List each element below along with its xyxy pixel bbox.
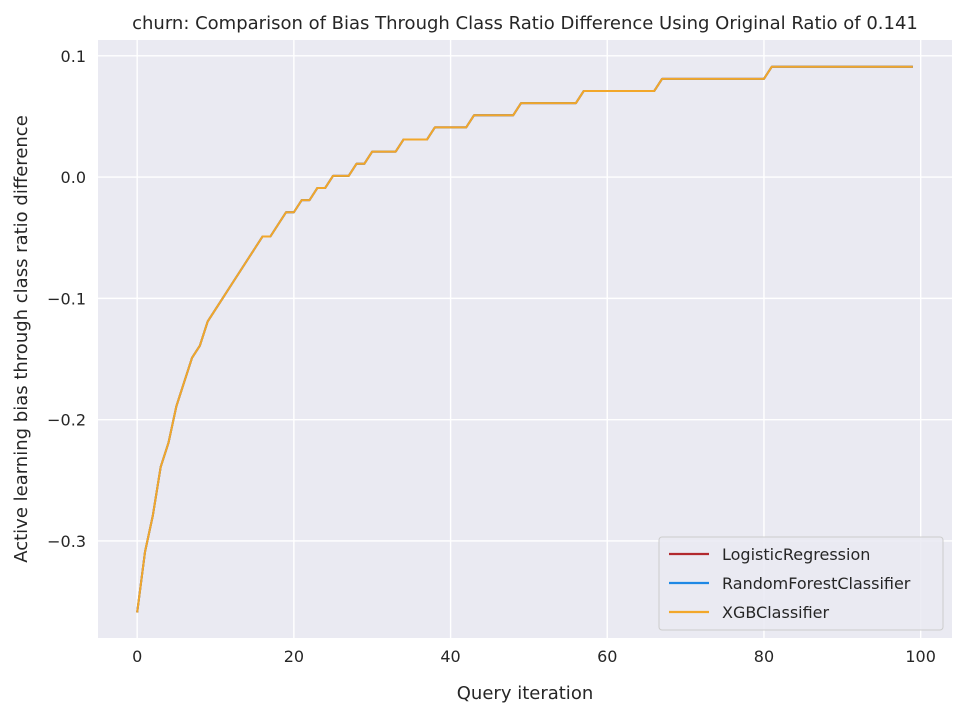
grid xyxy=(98,40,952,638)
y-tick-label: −0.3 xyxy=(47,532,86,551)
legend-label-logisticregression: LogisticRegression xyxy=(722,545,870,564)
y-axis-ticks: −0.3 −0.2 −0.1 0.0 0.1 xyxy=(47,47,86,551)
x-tick-label: 80 xyxy=(754,647,774,666)
legend-label-xgbclassifier: XGBClassifier xyxy=(722,603,830,622)
y-tick-label: 0.0 xyxy=(61,168,86,187)
x-tick-label: 40 xyxy=(440,647,460,666)
legend-items: LogisticRegression RandomForestClassifier… xyxy=(669,545,911,622)
x-axis-ticks: 0 20 40 60 80 100 xyxy=(132,647,936,666)
x-tick-label: 100 xyxy=(905,647,936,666)
legend: LogisticRegression RandomForestClassifier… xyxy=(658,536,944,631)
x-axis-label: Query iteration xyxy=(457,683,593,704)
chart-title: churn: Comparison of Bias Through Class … xyxy=(132,13,918,34)
legend-label-randomforestclassifier: RandomForestClassifier xyxy=(722,574,911,593)
y-tick-label: −0.1 xyxy=(47,289,86,308)
legend-frame xyxy=(658,536,944,631)
series-lines xyxy=(136,65,913,613)
y-axis-label: Active learning bias through class ratio… xyxy=(11,115,32,563)
x-tick-label: 20 xyxy=(284,647,304,666)
y-tick-label: 0.1 xyxy=(61,47,86,66)
series-line-xgbclassifier xyxy=(136,65,913,613)
y-tick-label: −0.2 xyxy=(47,411,86,430)
x-tick-label: 60 xyxy=(597,647,617,666)
x-tick-label: 0 xyxy=(132,647,142,666)
